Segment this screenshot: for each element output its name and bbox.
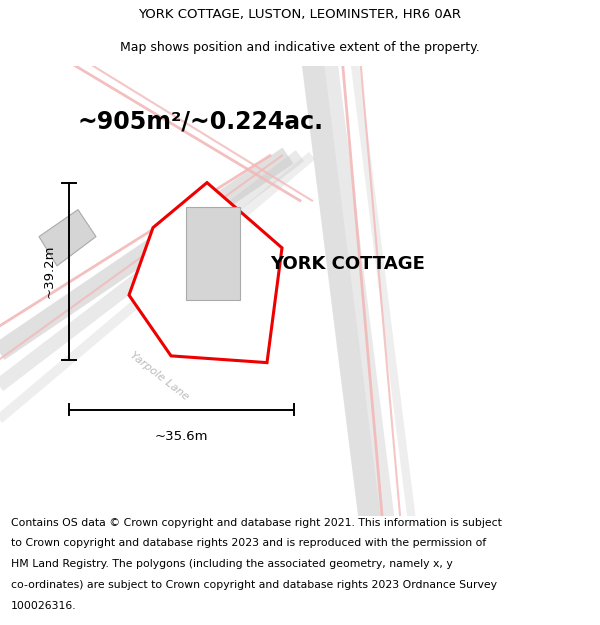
Text: ~35.6m: ~35.6m	[155, 430, 208, 443]
Polygon shape	[39, 209, 96, 266]
Text: Map shows position and indicative extent of the property.: Map shows position and indicative extent…	[120, 41, 480, 54]
Text: HM Land Registry. The polygons (including the associated geometry, namely x, y: HM Land Registry. The polygons (includin…	[11, 559, 452, 569]
Text: to Crown copyright and database rights 2023 and is reproduced with the permissio: to Crown copyright and database rights 2…	[11, 539, 486, 549]
Text: 100026316.: 100026316.	[11, 601, 76, 611]
Text: YORK COTTAGE, LUSTON, LEOMINSTER, HR6 0AR: YORK COTTAGE, LUSTON, LEOMINSTER, HR6 0A…	[139, 8, 461, 21]
Text: YORK COTTAGE: YORK COTTAGE	[271, 254, 425, 272]
Text: co-ordinates) are subject to Crown copyright and database rights 2023 Ordnance S: co-ordinates) are subject to Crown copyr…	[11, 581, 497, 591]
Text: ~39.2m: ~39.2m	[43, 245, 56, 298]
Text: Yarpole Lane: Yarpole Lane	[128, 350, 190, 402]
Polygon shape	[186, 208, 240, 299]
Text: Contains OS data © Crown copyright and database right 2021. This information is : Contains OS data © Crown copyright and d…	[11, 518, 502, 528]
Polygon shape	[129, 182, 282, 362]
Text: ~905m²/~0.224ac.: ~905m²/~0.224ac.	[78, 110, 324, 134]
